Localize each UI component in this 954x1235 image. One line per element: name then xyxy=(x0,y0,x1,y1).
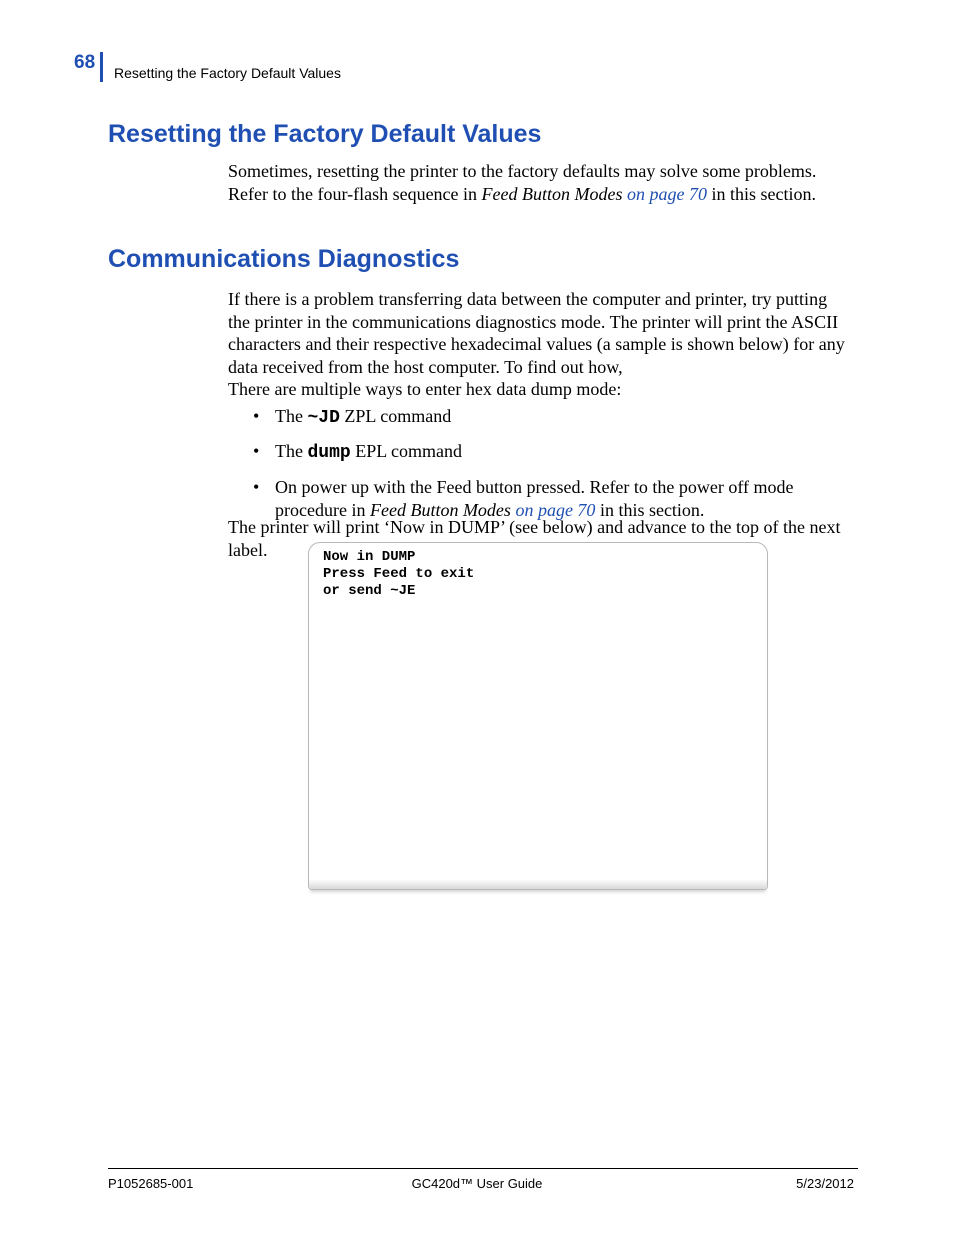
section-heading-diagnostics: Communications Diagnostics xyxy=(108,245,459,274)
footer-date: 5/23/2012 xyxy=(796,1176,854,1191)
section1-paragraph: Sometimes, resetting the printer to the … xyxy=(228,160,843,205)
section2-paragraph-1: If there is a problem transferring data … xyxy=(228,288,848,378)
running-header: Resetting the Factory Default Values xyxy=(114,65,341,81)
label-dump-text: Now in DUMP Press Feed to exit or send ~… xyxy=(323,549,474,599)
section-heading-reset: Resetting the Factory Default Values xyxy=(108,120,541,149)
bullet1-code: ~JD xyxy=(307,408,339,428)
bullet2-code: dump xyxy=(307,443,350,463)
footer-rule xyxy=(108,1168,858,1169)
label-shadow xyxy=(309,879,767,889)
page-number: 68 xyxy=(74,52,95,74)
section1-xref-title: Feed Button Modes xyxy=(482,184,623,204)
bullet1-pre: The xyxy=(275,406,307,426)
bullet2-pre: The xyxy=(275,441,307,461)
bullet1-post: ZPL command xyxy=(340,406,451,426)
header-rule xyxy=(100,52,103,82)
section1-text-post: in this section. xyxy=(707,184,816,204)
printer-label-sample: Now in DUMP Press Feed to exit or send ~… xyxy=(308,542,768,890)
bullet-list: The ~JD ZPL command The dump EPL command… xyxy=(253,405,843,533)
bullet-item-2: The dump EPL command xyxy=(253,440,843,465)
bullet2-post: EPL command xyxy=(351,441,462,461)
document-page: 68 Resetting the Factory Default Values … xyxy=(0,0,954,1235)
section1-xref-page-link[interactable]: on page 70 xyxy=(623,184,708,204)
bullet-item-1: The ~JD ZPL command xyxy=(253,405,843,430)
section2-paragraph-2: There are multiple ways to enter hex dat… xyxy=(228,378,843,401)
